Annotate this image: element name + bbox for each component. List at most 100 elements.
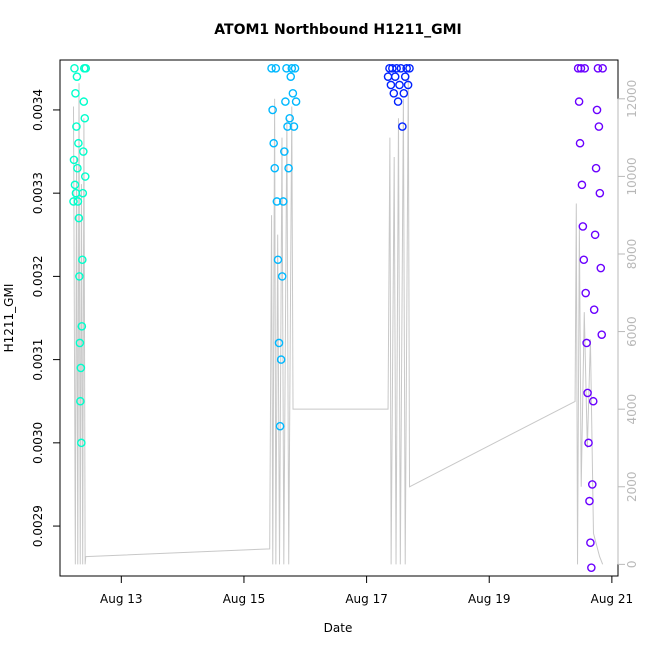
data-point bbox=[274, 338, 284, 348]
data-point bbox=[287, 64, 297, 73]
data-point bbox=[269, 138, 278, 148]
data-point bbox=[75, 338, 85, 348]
data-point bbox=[73, 197, 83, 206]
data-point bbox=[587, 563, 596, 572]
data-point bbox=[73, 163, 82, 173]
data-point bbox=[71, 88, 80, 98]
data-point bbox=[576, 64, 586, 73]
secondary-series-line bbox=[72, 75, 604, 565]
data-point bbox=[275, 421, 285, 431]
data-point bbox=[79, 147, 88, 156]
data-point bbox=[278, 197, 288, 206]
data-point bbox=[386, 80, 396, 90]
y-tick-label: 0.0033 bbox=[31, 172, 45, 214]
data-point bbox=[281, 97, 290, 106]
data-point bbox=[581, 288, 590, 298]
data-point bbox=[579, 255, 589, 265]
data-point bbox=[79, 97, 89, 106]
data-point bbox=[280, 147, 289, 156]
data-point bbox=[395, 80, 404, 90]
data-point bbox=[70, 64, 79, 73]
data-point bbox=[402, 64, 411, 73]
secondary-y-tick-label: 4000 bbox=[625, 394, 639, 425]
plot-frame bbox=[59, 59, 619, 577]
secondary-y-tick-label: 8000 bbox=[625, 239, 639, 270]
data-point bbox=[591, 163, 601, 173]
data-point bbox=[284, 163, 293, 173]
data-point bbox=[69, 197, 78, 206]
data-point bbox=[289, 122, 299, 131]
secondary-y-tick-label: 10000 bbox=[625, 157, 639, 195]
data-point bbox=[286, 72, 296, 81]
data-point bbox=[592, 105, 602, 115]
plot-layer bbox=[69, 64, 607, 572]
data-point bbox=[593, 64, 603, 73]
data-point bbox=[282, 64, 291, 73]
data-point bbox=[285, 113, 294, 123]
data-point bbox=[578, 222, 588, 231]
data-point bbox=[78, 255, 87, 265]
data-point bbox=[76, 363, 86, 373]
data-point bbox=[271, 64, 281, 73]
data-point bbox=[389, 88, 399, 98]
secondary-y-tick-label: 0 bbox=[625, 561, 639, 569]
data-point bbox=[396, 64, 406, 73]
data-point bbox=[574, 97, 584, 106]
data-point bbox=[290, 64, 300, 73]
data-point bbox=[582, 338, 591, 348]
x-tick-label: Aug 21 bbox=[591, 592, 634, 606]
data-point bbox=[390, 72, 400, 81]
data-point bbox=[587, 480, 597, 489]
data-point bbox=[268, 105, 277, 115]
data-point bbox=[72, 122, 81, 131]
data-point bbox=[70, 180, 80, 190]
data-point bbox=[585, 496, 594, 506]
data-point bbox=[399, 88, 409, 98]
data-point bbox=[277, 272, 287, 281]
data-point bbox=[383, 72, 393, 81]
x-axis-label: Date bbox=[324, 621, 353, 635]
data-point bbox=[77, 438, 86, 448]
data-point bbox=[74, 213, 84, 223]
data-point bbox=[283, 122, 292, 131]
data-point bbox=[272, 197, 282, 206]
data-point bbox=[78, 188, 88, 198]
data-point bbox=[388, 64, 397, 73]
data-point bbox=[76, 396, 85, 406]
y-tick-label: 0.0032 bbox=[31, 255, 45, 297]
data-point bbox=[577, 180, 587, 190]
data-point bbox=[69, 155, 79, 165]
data-point bbox=[597, 330, 607, 339]
x-axis: Aug 13 Aug 15 Aug 17 Aug 19 Aug 21 bbox=[100, 575, 634, 606]
data-point bbox=[590, 230, 600, 240]
data-point bbox=[583, 388, 592, 398]
series-4 bbox=[573, 64, 607, 572]
series-3 bbox=[383, 64, 414, 131]
chart-title: ATOM1 Northbound H1211_GMI bbox=[214, 22, 461, 38]
x-tick-label: Aug 15 bbox=[223, 592, 266, 606]
data-point bbox=[273, 255, 283, 265]
data-point bbox=[291, 97, 301, 106]
y-tick-label: 0.0031 bbox=[31, 339, 45, 381]
x-tick-label: Aug 17 bbox=[345, 592, 388, 606]
y-axis: 0.0029 0.0030 0.0031 0.0032 0.0033 0.0034 bbox=[31, 89, 61, 547]
data-point bbox=[75, 272, 84, 281]
data-point bbox=[270, 163, 280, 173]
data-point bbox=[405, 64, 414, 73]
y-tick-label: 0.0029 bbox=[31, 505, 45, 547]
y-axis-label: H1211_GMI bbox=[2, 284, 16, 353]
data-point bbox=[400, 72, 410, 81]
series-1 bbox=[69, 64, 91, 448]
data-point bbox=[81, 64, 91, 73]
secondary-y-tick-label: 12000 bbox=[625, 80, 639, 118]
data-point bbox=[267, 64, 276, 73]
y-tick-label: 0.0030 bbox=[31, 422, 45, 464]
data-point bbox=[594, 122, 604, 131]
x-tick-label: Aug 13 bbox=[100, 592, 143, 606]
data-point bbox=[288, 88, 298, 98]
data-point bbox=[393, 97, 403, 106]
data-point bbox=[596, 263, 606, 273]
secondary-y-axis: 0 2000 4000 6000 8000 10000 12000 bbox=[617, 80, 639, 569]
data-point bbox=[584, 438, 593, 448]
